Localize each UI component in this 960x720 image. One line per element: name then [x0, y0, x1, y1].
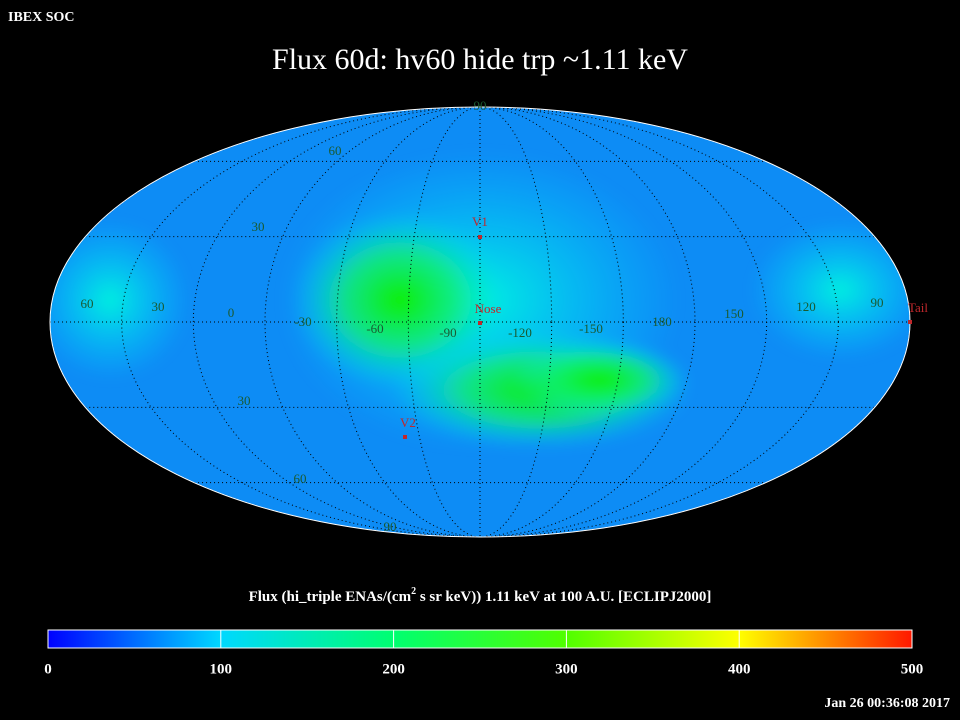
map-title: Flux 60d: hv60 hide trp ~1.11 keV — [272, 43, 688, 76]
map-labels: 60 30 0 -30 -60 -90 -120 -150 180 150 120 90 90 60 30 3… — [81, 98, 929, 534]
marker-label: V2 — [400, 415, 416, 430]
marker-dot — [478, 235, 482, 239]
colorbar-tick-label: 100 — [210, 661, 233, 677]
colorbar-tick-label: 0 — [44, 661, 52, 677]
longitude-label: 30 — [152, 299, 165, 314]
colorbar-title-part: s sr keV)) 1.11 keV at 100 A.U. [ECLIPJ2… — [416, 589, 711, 605]
longitude-label: 180 — [652, 314, 672, 329]
meridian — [336, 107, 624, 537]
longitude-label: 90 — [871, 295, 884, 310]
longitude-label: -90 — [439, 325, 456, 340]
longitude-label: -120 — [508, 325, 532, 340]
longitude-label: -30 — [294, 314, 311, 329]
colorbar — [47, 629, 913, 649]
org-label: IBEX SOC — [8, 10, 75, 25]
marker-label: Nose — [475, 301, 502, 316]
longitude-label: 120 — [796, 299, 816, 314]
marker-dot — [908, 320, 912, 324]
meridian — [407, 107, 553, 537]
marker-dot — [478, 321, 482, 325]
latitude-label: 60 — [329, 143, 342, 158]
latitude-label: 30 — [252, 219, 265, 234]
marker-dot — [403, 435, 407, 439]
longitude-label: 0 — [228, 305, 235, 320]
latitude-label: 90 — [474, 98, 487, 113]
marker-label: Tail — [908, 300, 928, 315]
latitude-label: 60 — [294, 471, 307, 486]
flux-field — [50, 150, 910, 450]
colorbar-title-sup: 2 — [411, 586, 416, 597]
longitude-label: -60 — [366, 321, 383, 336]
colorbar-tick-label: 300 — [555, 661, 578, 677]
marker-label: V1 — [472, 214, 488, 229]
colorbar-title: Flux (hi_triple ENAs/(cm2 s sr keV)) 1.1… — [249, 586, 712, 605]
latitude-label: 90 — [384, 519, 397, 534]
longitude-label: -150 — [579, 321, 603, 336]
colorbar-tick-label: 200 — [382, 661, 405, 677]
timestamp: Jan 26 00:36:08 2017 — [824, 696, 950, 711]
colorbar-ticks: 0 100 200 300 400 500 — [44, 630, 923, 677]
colorbar-tick-label: 500 — [901, 661, 924, 677]
colorbar-title-part: Flux (hi_triple ENAs/(cm — [249, 589, 412, 605]
colorbar-tick-label: 400 — [728, 661, 751, 677]
longitude-label: 60 — [81, 296, 94, 311]
graticule — [50, 107, 910, 537]
longitude-label: 150 — [724, 306, 744, 321]
latitude-label: 30 — [238, 393, 251, 408]
